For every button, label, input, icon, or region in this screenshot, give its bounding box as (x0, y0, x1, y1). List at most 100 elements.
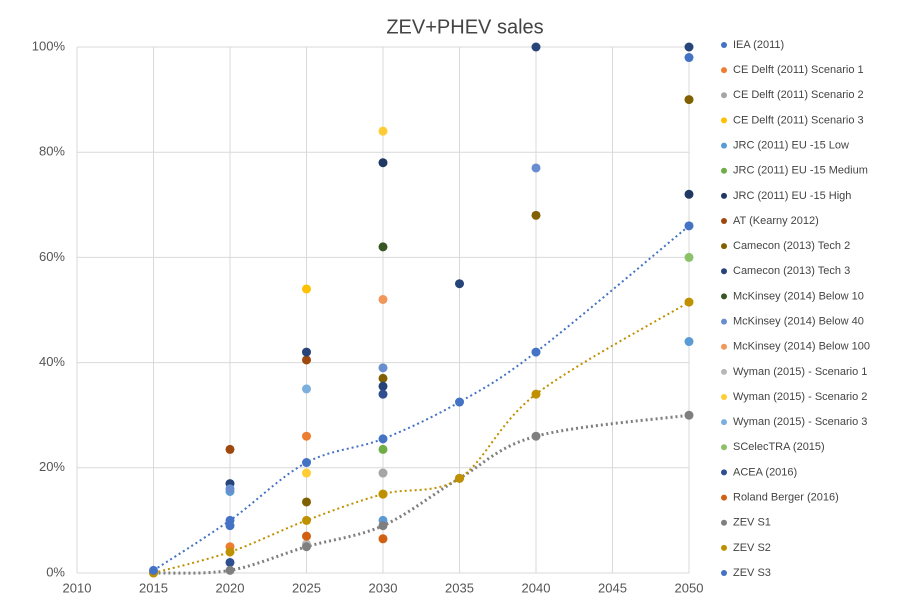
point (225, 484, 235, 494)
legend-marker (721, 394, 727, 400)
x-tick-label: 2010 (63, 580, 92, 595)
legend-marker (721, 368, 727, 375)
point (684, 221, 694, 231)
point (455, 473, 464, 483)
point (378, 294, 388, 304)
point (302, 384, 311, 394)
point (302, 355, 311, 365)
point (149, 565, 158, 575)
legend-label: JRC (2011) EU -15 High (733, 190, 851, 202)
point (531, 210, 541, 220)
legend-marker (721, 67, 727, 74)
point (225, 444, 235, 454)
legend-marker (721, 570, 727, 576)
y-tick-label: 0% (46, 564, 65, 579)
y-tick-label: 100% (32, 38, 66, 53)
legend-label: Wyman (2015) - Scenario 1 (733, 366, 867, 378)
legend-marker (721, 444, 727, 451)
point (378, 381, 388, 391)
legend-marker (721, 243, 727, 250)
point (225, 565, 235, 575)
point (378, 534, 388, 544)
point (378, 434, 388, 444)
legend-label: Wyman (2015) - Scenario 3 (733, 416, 867, 428)
point (455, 279, 464, 289)
legend-marker (721, 142, 727, 149)
point (302, 458, 311, 468)
y-tick-label: 20% (39, 459, 65, 474)
point (378, 489, 388, 499)
legend-label: CE Delft (2011) Scenario 2 (733, 89, 864, 101)
legend-label: JRC (2011) EU -15 Medium (733, 165, 868, 177)
point (378, 158, 388, 168)
point (684, 410, 694, 420)
legend-marker (721, 419, 727, 426)
point (302, 284, 311, 294)
point (225, 557, 235, 567)
point (225, 547, 235, 557)
point (302, 531, 311, 541)
point (378, 363, 388, 373)
x-tick-label: 2030 (369, 580, 398, 595)
point (378, 444, 388, 454)
point (531, 42, 541, 52)
legend-label: ZEV S3 (733, 567, 771, 579)
point (378, 373, 388, 383)
legend-marker (721, 167, 727, 174)
x-tick-label: 2020 (216, 580, 245, 595)
legend-label: McKinsey (2014) Below 10 (733, 290, 864, 302)
legend-marker (721, 117, 727, 124)
point (531, 389, 541, 399)
x-tick-label: 2040 (522, 580, 551, 595)
point (684, 297, 694, 307)
legend-marker (721, 42, 727, 48)
legend-label: JRC (2011) EU -15 Low (733, 139, 849, 151)
point (302, 431, 311, 441)
point (302, 497, 311, 507)
point (531, 431, 541, 441)
legend-label: AT (Kearny 2012) (733, 215, 819, 227)
legend-label: CE Delft (2011) Scenario 3 (733, 114, 864, 126)
point (531, 163, 541, 173)
legend-marker (721, 519, 727, 526)
x-tick-label: 2035 (445, 580, 474, 595)
point (225, 515, 235, 525)
legend-marker (721, 268, 727, 275)
point (378, 521, 388, 531)
trendline (153, 413, 690, 575)
legend-marker (721, 544, 727, 551)
point (531, 347, 541, 357)
legend-marker (721, 92, 727, 99)
x-tick-label: 2025 (292, 580, 321, 595)
point (378, 242, 388, 252)
legend-label: Roland Berger (2016) (733, 491, 839, 503)
point (302, 542, 311, 552)
chart-title: ZEV+PHEV sales (386, 16, 543, 38)
x-tick-label: 2050 (675, 580, 704, 595)
legend-label: Camecon (2013) Tech 2 (733, 240, 850, 252)
legend-label: ZEV S2 (733, 542, 771, 554)
y-tick-label: 60% (39, 249, 65, 264)
legend-marker (721, 218, 727, 224)
y-tick-label: 40% (39, 354, 65, 369)
legend-label: SCelecTRA (2015) (733, 441, 825, 453)
x-tick-label: 2045 (598, 580, 627, 595)
point (302, 515, 311, 525)
trendline (153, 301, 690, 574)
point (455, 397, 464, 407)
legend-marker (721, 494, 727, 501)
legend-marker (721, 318, 727, 325)
legend-label: ACEA (2016) (733, 466, 797, 478)
point (378, 468, 388, 478)
legend-marker (721, 192, 727, 199)
legend-label: IEA (2011) (733, 39, 784, 51)
legend-label: Wyman (2015) - Scenario 2 (733, 391, 867, 403)
point (684, 95, 694, 105)
legend-marker (721, 343, 727, 350)
point (684, 252, 694, 262)
legend-label: CE Delft (2011) Scenario 1 (733, 64, 864, 76)
point (684, 189, 694, 199)
point (302, 347, 311, 357)
x-tick-label: 2015 (139, 580, 168, 595)
